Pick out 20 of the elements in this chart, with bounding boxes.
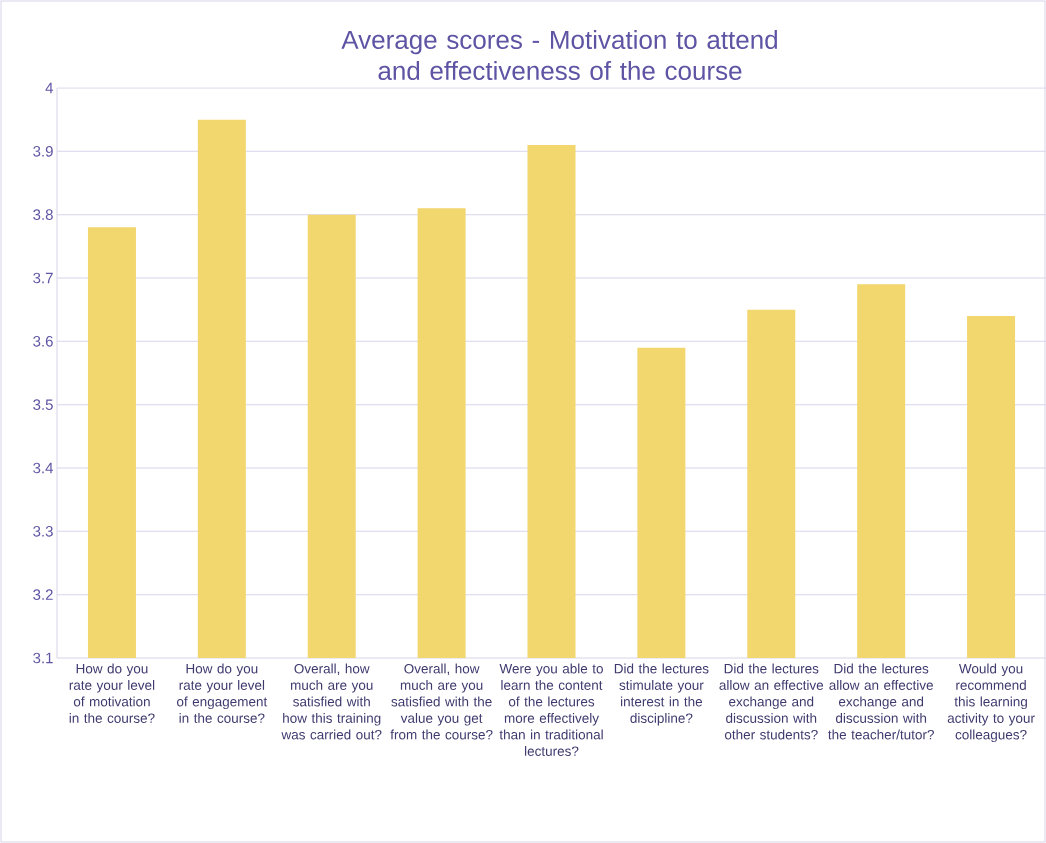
x-tick-label: Did the lectures stimulate your interest in the discipline? bbox=[614, 663, 709, 726]
y-tick-label: 3.1 bbox=[33, 652, 53, 664]
y-tick-label: 3.8 bbox=[33, 209, 53, 220]
x-tick-label: How do you rate your level of motivation in the course? bbox=[69, 663, 155, 723]
y-tick-label: 4 bbox=[45, 82, 54, 94]
x-tick-label: Did the lectures allow an effective exchange and discussion with other students? bbox=[719, 663, 824, 740]
chart-title: Average scores - Motivation to attend and effectiveness of the course bbox=[341, 29, 777, 81]
x-tick-label: Overall, how much are you satisfied with the value you get from the course? bbox=[390, 663, 493, 740]
y-tick-label: 3.9 bbox=[33, 146, 53, 157]
y-tick-label: 3.2 bbox=[33, 589, 53, 600]
x-tick-label: How do you rate your level of engagement in the course? bbox=[176, 663, 268, 723]
y-tick-label: 3.4 bbox=[33, 462, 54, 474]
y-tick-label: 3.6 bbox=[33, 336, 53, 347]
x-tick-label: Did the lectures allow an effective exchange and discussion with the teacher/tutor? bbox=[828, 663, 934, 740]
y-tick-label: 3.5 bbox=[33, 399, 53, 410]
y-tick-label: 3.3 bbox=[33, 526, 53, 537]
x-tick-label: Overall, how much are you satisfied with how this training was carried out? bbox=[281, 663, 382, 740]
x-tick-label: Were you able to learn the content of the lectures more effectively than in traditional lectures? bbox=[499, 663, 603, 756]
x-tick-label: Would you recommend this learning activity to your colleagues? bbox=[947, 663, 1035, 743]
y-tick-label: 3.7 bbox=[33, 272, 53, 284]
